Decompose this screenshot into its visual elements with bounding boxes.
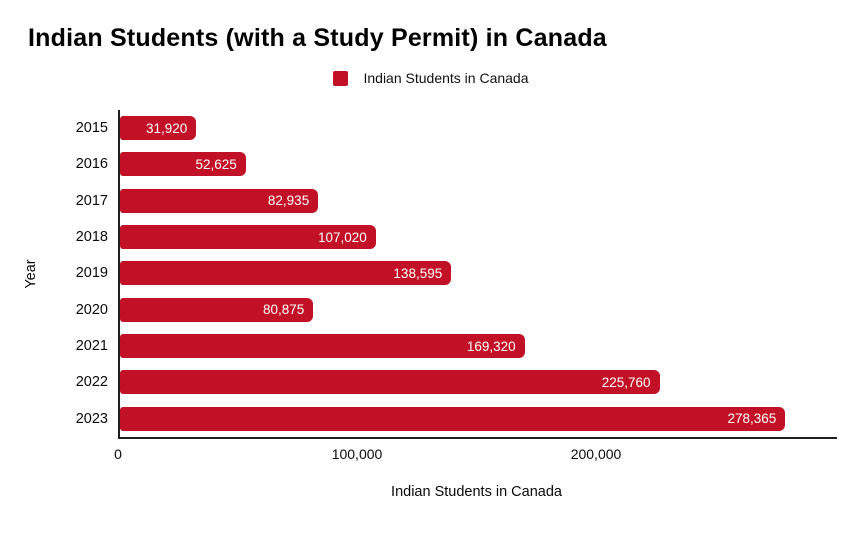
bar: 225,760 <box>120 370 660 395</box>
y-axis-label: 2016 <box>75 156 108 173</box>
legend-swatch-icon <box>333 70 349 86</box>
bar: 169,320 <box>120 334 525 359</box>
x-axis-tick-label: 200,000 <box>570 446 622 462</box>
bar-value-label: 138,595 <box>393 265 443 281</box>
bar-value-label: 278,365 <box>727 411 777 427</box>
bar-value-label: 80,875 <box>262 302 305 318</box>
bar-row: 278,365 <box>120 406 837 431</box>
bar-row: 52,625 <box>120 152 837 177</box>
y-axis-label: 2023 <box>75 410 108 427</box>
x-axis-tick-labels: 0 100,000 200,000 <box>114 446 835 466</box>
y-axis-label: 2015 <box>75 120 108 137</box>
bar-value-label: 52,625 <box>195 156 237 172</box>
plot-area: 31,920 52,625 82,935 107,020 138,595 80,875 16… <box>118 110 837 439</box>
y-axis-title: Year <box>23 259 39 289</box>
bar: 82,935 <box>120 188 319 213</box>
bar-value-label: 225,760 <box>601 374 651 390</box>
bar-row: 169,320 <box>120 334 837 359</box>
y-axis-label: 2022 <box>75 374 108 391</box>
y-axis-label: 2017 <box>75 192 108 209</box>
bar: 31,920 <box>120 116 197 141</box>
bar: 52,625 <box>120 152 246 177</box>
x-axis-tick-label: 100,000 <box>331 446 383 462</box>
bar-value-label: 82,935 <box>267 193 310 209</box>
bar-value-label: 169,320 <box>466 338 516 354</box>
y-axis-label: 2021 <box>75 338 108 355</box>
bar: 80,875 <box>120 297 314 322</box>
bar-row: 107,020 <box>120 225 837 250</box>
bar-value-label: 31,920 <box>145 120 188 136</box>
bar-value-label: 107,020 <box>317 229 367 245</box>
bar-row: 31,920 <box>120 116 837 141</box>
y-axis-label: 2018 <box>75 229 108 246</box>
bar-row: 225,760 <box>120 370 837 395</box>
y-axis-label: 2020 <box>75 301 108 318</box>
x-axis-tick-label: 0 <box>114 446 122 462</box>
bar-row: 80,875 <box>120 297 837 322</box>
bar: 138,595 <box>120 261 452 286</box>
legend-label: Indian Students in Canada <box>363 70 529 86</box>
legend: Indian Students in Canada <box>0 70 862 86</box>
bar-row: 138,595 <box>120 261 837 286</box>
chart-title: Indian Students (with a Study Permit) in… <box>28 24 607 52</box>
bar-row: 82,935 <box>120 188 837 213</box>
y-axis-label: 2019 <box>75 265 108 282</box>
y-axis-category-labels: 2015 2016 2017 2018 2019 2020 2021 2022 2023 <box>0 110 108 437</box>
x-axis-title: Indian Students in Canada <box>391 484 562 500</box>
bar: 278,365 <box>120 406 786 431</box>
bar: 107,020 <box>120 225 376 250</box>
